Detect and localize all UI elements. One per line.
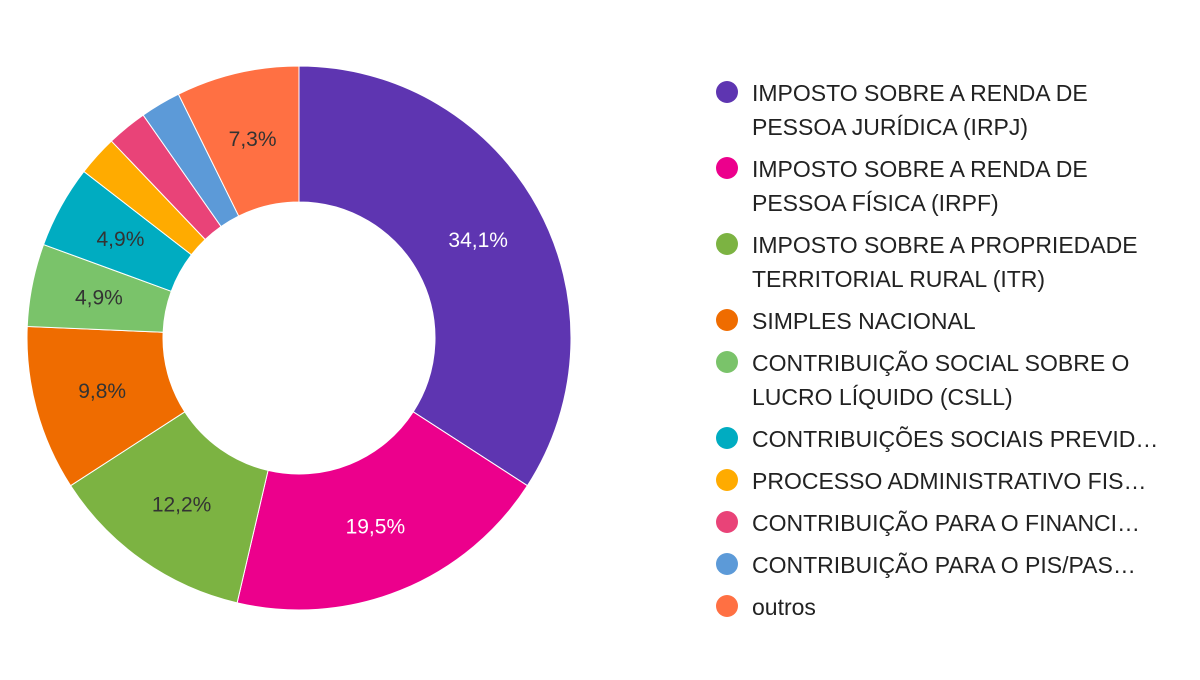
- legend-color-dot-icon: [716, 351, 738, 373]
- legend-color-dot-icon: [716, 595, 738, 617]
- legend-label: CONTRIBUIÇÕES SOCIAIS PREVID…: [752, 426, 1159, 452]
- legend-label: outros: [752, 594, 816, 620]
- slice-value-label-2: 12,2%: [152, 493, 212, 516]
- legend-label: PROCESSO ADMINISTRATIVO FIS…: [752, 468, 1147, 494]
- legend-item-0[interactable]: IMPOSTO SOBRE A RENDA DE PESSOA JURÍDICA…: [716, 76, 1186, 144]
- donut-chart: 34,1% 19,5% 12,2% 9,8% 4,9% 4,9% 7,3%: [26, 65, 572, 611]
- slice-value-label-1: 19,5%: [346, 516, 406, 539]
- legend-label: CONTRIBUIÇÃO PARA O FINANCI…: [752, 510, 1141, 536]
- legend-item-6[interactable]: PROCESSO ADMINISTRATIVO FIS…: [716, 464, 1186, 498]
- legend-color-dot-icon: [716, 81, 738, 103]
- donut-slice-9[interactable]: [177, 65, 300, 217]
- slice-value-label-5: 4,9%: [97, 228, 145, 251]
- legend-label: SIMPLES NACIONAL: [752, 308, 976, 334]
- legend-color-dot-icon: [716, 469, 738, 491]
- donut-slice-0[interactable]: [298, 65, 572, 487]
- slice-value-label-3: 9,8%: [78, 380, 126, 403]
- legend-color-dot-icon: [716, 511, 738, 533]
- chart-legend: IMPOSTO SOBRE A RENDA DE PESSOA JURÍDICA…: [716, 76, 1186, 632]
- legend-label: CONTRIBUIÇÃO SOCIAL SOBRE O LUCRO LÍQUID…: [752, 350, 1130, 410]
- legend-item-5[interactable]: CONTRIBUIÇÕES SOCIAIS PREVID…: [716, 422, 1186, 456]
- legend-item-3[interactable]: SIMPLES NACIONAL: [716, 304, 1186, 338]
- legend-item-2[interactable]: IMPOSTO SOBRE A PROPRIEDADE TERRITORIAL …: [716, 228, 1186, 296]
- legend-color-dot-icon: [716, 553, 738, 575]
- donut-slice-2[interactable]: [69, 411, 269, 604]
- slice-value-label-0: 34,1%: [448, 229, 508, 252]
- slice-value-label-4: 4,9%: [75, 287, 123, 310]
- legend-color-dot-icon: [716, 309, 738, 331]
- legend-item-9[interactable]: outros: [716, 590, 1186, 624]
- legend-item-4[interactable]: CONTRIBUIÇÃO SOCIAL SOBRE O LUCRO LÍQUID…: [716, 346, 1186, 414]
- legend-item-1[interactable]: IMPOSTO SOBRE A RENDA DE PESSOA FÍSICA (…: [716, 152, 1186, 220]
- legend-item-8[interactable]: CONTRIBUIÇÃO PARA O PIS/PAS…: [716, 548, 1186, 582]
- legend-item-7[interactable]: CONTRIBUIÇÃO PARA O FINANCI…: [716, 506, 1186, 540]
- legend-label: IMPOSTO SOBRE A RENDA DE PESSOA JURÍDICA…: [752, 80, 1088, 140]
- legend-label: CONTRIBUIÇÃO PARA O PIS/PAS…: [752, 552, 1136, 578]
- legend-label: IMPOSTO SOBRE A RENDA DE PESSOA FÍSICA (…: [752, 156, 1088, 216]
- slice-value-label-9: 7,3%: [229, 128, 277, 151]
- donut-chart-svg: 34,1% 19,5% 12,2% 9,8% 4,9% 4,9% 7,3%: [26, 65, 572, 611]
- legend-color-dot-icon: [716, 157, 738, 179]
- legend-color-dot-icon: [716, 427, 738, 449]
- legend-color-dot-icon: [716, 233, 738, 255]
- legend-label: IMPOSTO SOBRE A PROPRIEDADE TERRITORIAL …: [752, 232, 1138, 292]
- donut-slice-1[interactable]: [236, 411, 529, 611]
